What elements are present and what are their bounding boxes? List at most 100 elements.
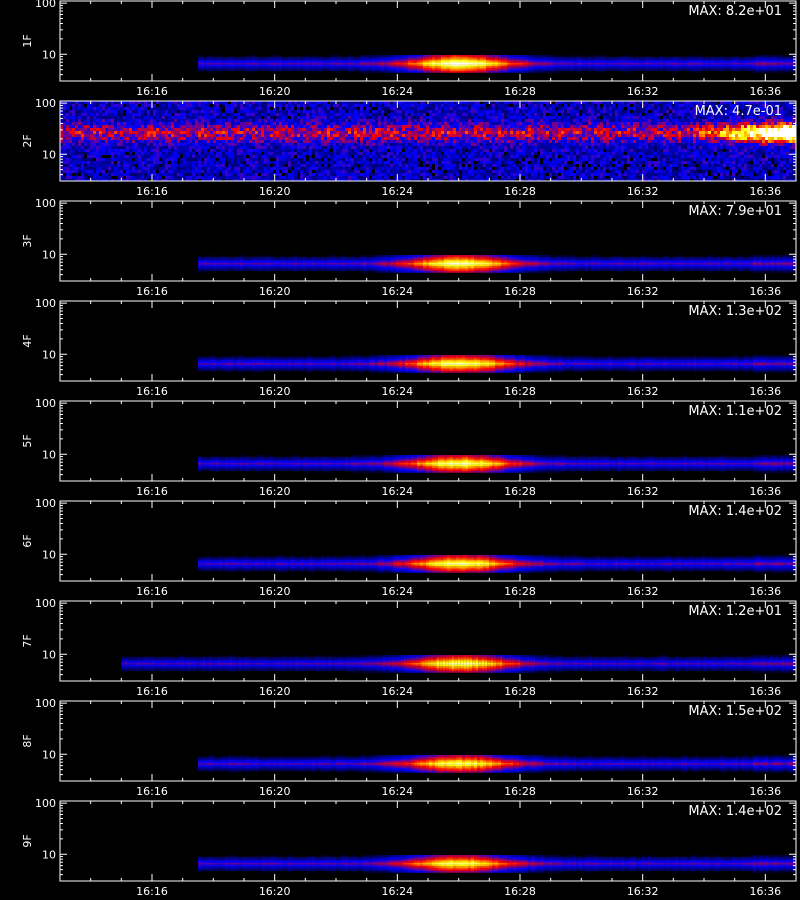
heatmap-cell — [525, 56, 528, 59]
heatmap-cell — [366, 107, 369, 110]
heatmap-cell — [255, 125, 258, 128]
heatmap-cell — [540, 119, 543, 122]
heatmap-cell — [282, 64, 285, 67]
heatmap-cell — [516, 59, 519, 62]
heatmap-cell — [141, 107, 144, 110]
heatmap-cell — [534, 113, 537, 116]
heatmap-cell — [732, 69, 735, 72]
heatmap-cell — [633, 67, 636, 70]
heatmap-cell — [453, 56, 456, 59]
heatmap-cell — [456, 128, 459, 131]
heatmap-cell — [198, 66, 201, 68]
heatmap-cell — [651, 134, 654, 137]
heatmap-cell — [567, 69, 570, 72]
heatmap-cell — [606, 116, 609, 119]
heatmap-cell — [168, 116, 171, 119]
heatmap-cell — [354, 116, 357, 119]
heatmap-cell — [93, 110, 96, 113]
heatmap-cell — [381, 128, 384, 131]
heatmap-cell — [405, 131, 408, 134]
heatmap-cell — [135, 113, 138, 116]
heatmap-cell — [264, 107, 267, 110]
heatmap-cell — [651, 119, 654, 122]
heatmap-cell — [477, 104, 480, 107]
heatmap-cell — [486, 55, 489, 57]
heatmap-cell — [330, 67, 333, 70]
heatmap-cell — [108, 122, 111, 125]
heatmap-cell — [672, 69, 675, 72]
heatmap-cell — [201, 134, 204, 137]
heatmap-cell — [309, 128, 312, 131]
heatmap-cell — [693, 56, 696, 59]
heatmap-cell — [564, 134, 567, 137]
heatmap-cell — [126, 113, 129, 116]
heatmap-cell — [525, 131, 528, 134]
heatmap-cell — [663, 67, 666, 70]
heatmap-cell — [162, 101, 165, 104]
heatmap-cell — [702, 64, 705, 67]
heatmap-cell — [369, 58, 372, 60]
heatmap-cell — [132, 131, 135, 134]
heatmap-cell — [567, 107, 570, 110]
heatmap-cell — [438, 131, 441, 134]
heatmap-cell — [654, 116, 657, 119]
heatmap-cell — [423, 131, 426, 134]
heatmap-cell — [318, 110, 321, 113]
heatmap-cell — [252, 59, 255, 62]
heatmap-cell — [129, 113, 132, 116]
heatmap-cell — [309, 66, 312, 68]
heatmap-cell — [732, 116, 735, 119]
heatmap-cell — [303, 56, 306, 59]
heatmap-cell — [510, 63, 513, 65]
heatmap-cell — [186, 101, 189, 104]
heatmap-cell — [336, 67, 339, 70]
heatmap-cell — [465, 122, 468, 125]
heatmap-cell — [483, 64, 486, 67]
heatmap-cell — [330, 134, 333, 137]
heatmap-cell — [480, 104, 483, 107]
heatmap-cell — [516, 67, 519, 70]
heatmap-cell — [378, 113, 381, 116]
heatmap-cell — [750, 58, 753, 60]
heatmap-cell — [705, 104, 708, 107]
heatmap-cell — [96, 119, 99, 122]
heatmap-cell — [234, 107, 237, 110]
heatmap-cell — [600, 67, 603, 70]
heatmap-cell — [117, 134, 120, 137]
heatmap-cell — [249, 134, 252, 137]
heatmap-cell — [699, 55, 702, 57]
heatmap-cell — [432, 107, 435, 110]
heatmap-cell — [597, 104, 600, 107]
heatmap-cell — [576, 122, 579, 125]
heatmap-cell — [462, 128, 465, 131]
heatmap-cell — [90, 110, 93, 113]
heatmap-cell — [369, 67, 372, 70]
heatmap-cell — [75, 125, 78, 128]
heatmap-cell — [558, 59, 561, 62]
heatmap-cell — [438, 71, 441, 73]
heatmap-cell — [189, 134, 192, 137]
heatmap-cell — [315, 116, 318, 119]
heatmap-cell — [699, 128, 702, 131]
heatmap-cell — [600, 107, 603, 110]
heatmap-cell — [618, 122, 621, 125]
heatmap-cell — [435, 66, 438, 68]
heatmap-cell — [702, 128, 705, 131]
heatmap-cell — [765, 55, 768, 57]
heatmap-cell — [543, 59, 546, 62]
heatmap-cell — [327, 63, 330, 65]
heatmap-cell — [519, 107, 522, 110]
heatmap-cell — [750, 101, 753, 104]
heatmap-cell — [195, 134, 198, 137]
heatmap-cell — [711, 59, 714, 62]
heatmap-cell — [636, 113, 639, 116]
heatmap-cell — [531, 101, 534, 104]
heatmap-cell — [420, 69, 423, 72]
heatmap-cell — [522, 119, 525, 122]
heatmap-cell — [753, 101, 756, 104]
heatmap-cell — [252, 58, 255, 60]
heatmap-cell — [618, 64, 621, 67]
heatmap-cell — [462, 104, 465, 107]
heatmap-cell — [501, 101, 504, 104]
heatmap-cell — [630, 56, 633, 59]
